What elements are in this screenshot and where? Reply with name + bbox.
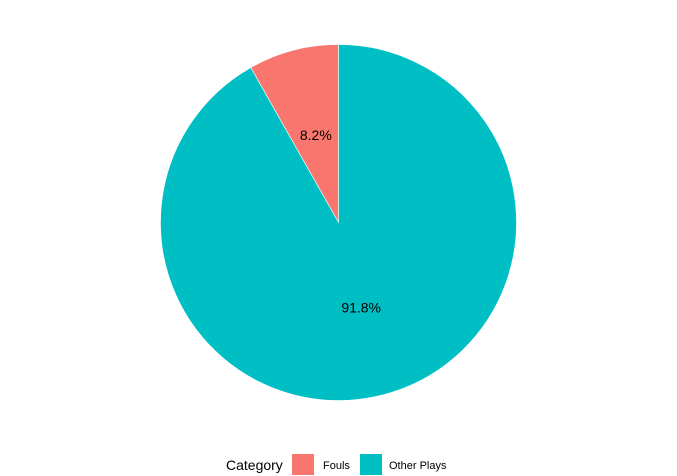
legend-swatch-fouls	[292, 454, 314, 475]
pie-slice-labels: 8.2% 91.8%	[300, 127, 381, 315]
pie-slice-fouls	[250, 44, 339, 224]
pie-slice-other-plays	[160, 44, 517, 401]
pie-slices	[160, 44, 517, 401]
legend-swatch-other-plays	[360, 454, 382, 475]
legend-title: Category	[226, 457, 283, 473]
legend-label-other-plays: Other Plays	[389, 460, 447, 472]
legend: Category Fouls Other Plays	[226, 454, 447, 475]
legend-label-fouls: Fouls	[323, 460, 350, 472]
pie-label-other-plays: 91.8%	[341, 299, 381, 315]
pie-label-fouls: 8.2%	[300, 127, 332, 143]
